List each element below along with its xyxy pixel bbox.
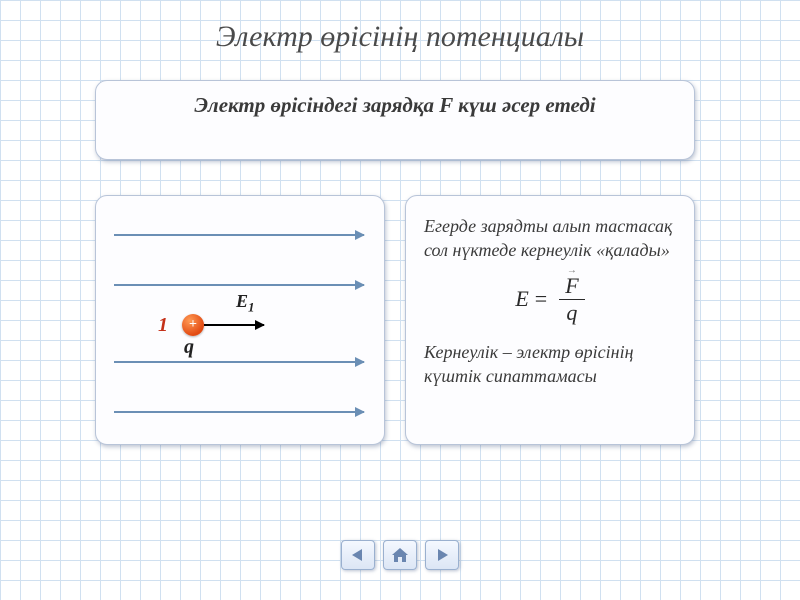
triangle-right-icon [434, 547, 450, 563]
home-icon [391, 547, 409, 563]
formula: E = → F q [424, 273, 676, 327]
charge-plus: + [182, 314, 204, 336]
label-e1: E1 [236, 291, 255, 316]
text-block-2: Кернеулік – электр өрісінің күштік сипат… [424, 340, 676, 389]
next-button[interactable] [425, 540, 459, 570]
text-block-1: Егерде зарядты алып тастасақ сол нүктеде… [424, 214, 676, 263]
label-e-main: E [236, 291, 248, 311]
label-e-sub: 1 [248, 300, 255, 315]
field-line [114, 284, 364, 286]
label-one: 1 [158, 314, 168, 337]
e-vector [204, 324, 264, 326]
nav-bar [341, 540, 459, 570]
home-button[interactable] [383, 540, 417, 570]
diagram-panel: + 1 q E1 [95, 195, 385, 445]
label-q: q [184, 336, 194, 359]
formula-denominator: q [560, 300, 583, 326]
top-panel: Электр өрісіндегі зарядқа F күш әсер ете… [95, 80, 695, 160]
vector-arrow-icon: → [567, 265, 577, 276]
field-line [114, 361, 364, 363]
prev-button[interactable] [341, 540, 375, 570]
formula-numerator: → F [559, 273, 584, 299]
field-line [114, 234, 364, 236]
formula-lhs: E [515, 286, 528, 312]
formula-equals: = [535, 286, 547, 312]
triangle-left-icon [350, 547, 366, 563]
text-panel: Егерде зарядты алып тастасақ сол нүктеде… [405, 195, 695, 445]
page-title: Электр өрісінің потенциалы [0, 20, 800, 54]
top-panel-text: Электр өрісіндегі зарядқа F күш әсер ете… [116, 93, 674, 118]
field-line [114, 411, 364, 413]
